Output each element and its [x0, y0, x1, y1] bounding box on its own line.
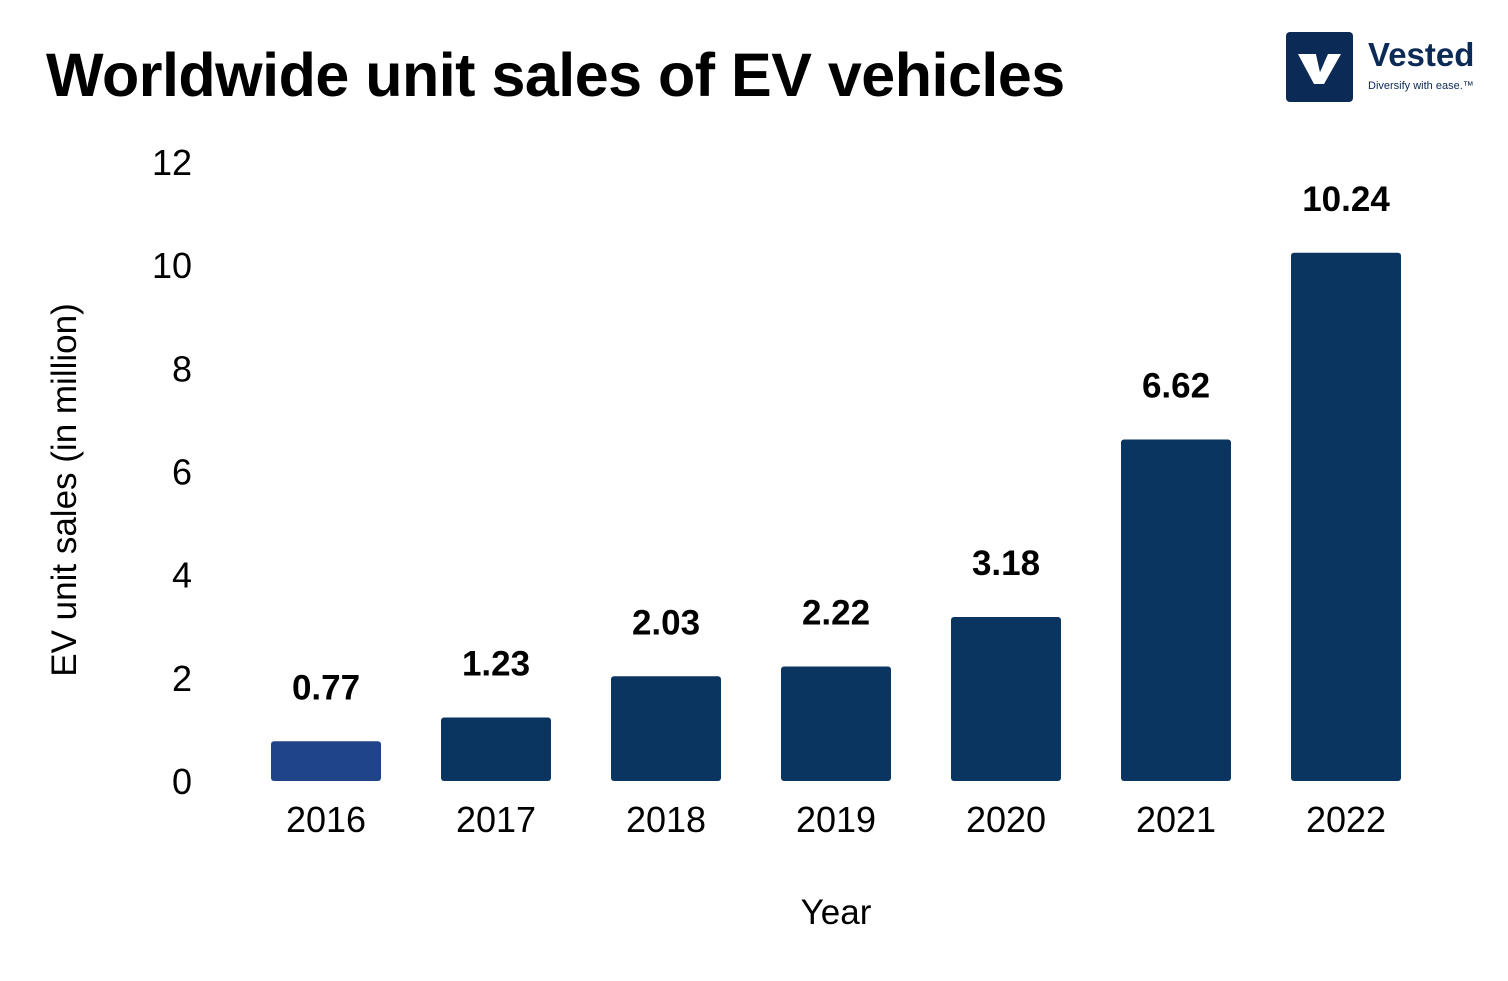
bar-2021	[1121, 439, 1231, 781]
vested-logo: Vested Diversify with ease.™	[1286, 32, 1496, 104]
x-axis-title: Year	[801, 893, 872, 932]
bar-2020	[951, 616, 1061, 781]
x-tick-label: 2018	[626, 799, 706, 840]
y-tick-label: 0	[172, 761, 192, 802]
y-tick-label: 6	[172, 452, 192, 493]
x-tick-label: 2021	[1136, 799, 1216, 840]
bar-data-label: 6.62	[1142, 367, 1210, 406]
x-tick-label: 2022	[1306, 799, 1386, 840]
bar-2022	[1291, 252, 1401, 781]
bar-data-label: 10.24	[1302, 180, 1390, 219]
vested-logo-tagline: Diversify with ease.™	[1368, 80, 1474, 92]
bar-2017	[441, 717, 551, 781]
x-tick-label: 2019	[796, 799, 876, 840]
y-tick-label: 10	[152, 245, 192, 286]
vested-logo-icon	[1286, 32, 1353, 102]
vested-logo-name: Vested	[1368, 36, 1475, 73]
x-tick-label: 2017	[456, 799, 536, 840]
chart-title: Worldwide unit sales of EV vehicles	[46, 41, 1065, 109]
y-axis-title: EV unit sales (in million)	[45, 303, 84, 676]
y-tick-label: 12	[152, 142, 192, 183]
bar-2019	[781, 666, 891, 781]
y-tick-label: 8	[172, 348, 192, 389]
x-tick-label: 2020	[966, 799, 1046, 840]
bar-data-label: 0.77	[292, 668, 360, 707]
x-tick-label: 2016	[286, 799, 366, 840]
y-tick-label: 2	[172, 658, 192, 699]
bar-data-labels: 0.77 1.23 2.03 2.22 3.18 6.62 10.24	[292, 180, 1390, 707]
y-axis-ticks: 0 2 4 6 8 10 12	[152, 142, 192, 802]
bar-2016	[271, 741, 381, 781]
x-axis-ticks: 2016 2017 2018 2019 2020 2021 2022	[286, 799, 1386, 840]
bars	[271, 252, 1401, 781]
y-tick-label: 4	[172, 555, 192, 596]
bar-data-label: 1.23	[462, 645, 530, 684]
bar-2018	[611, 676, 721, 781]
bar-data-label: 2.22	[802, 593, 870, 632]
bar-data-label: 3.18	[972, 544, 1040, 583]
bar-data-label: 2.03	[632, 603, 700, 642]
